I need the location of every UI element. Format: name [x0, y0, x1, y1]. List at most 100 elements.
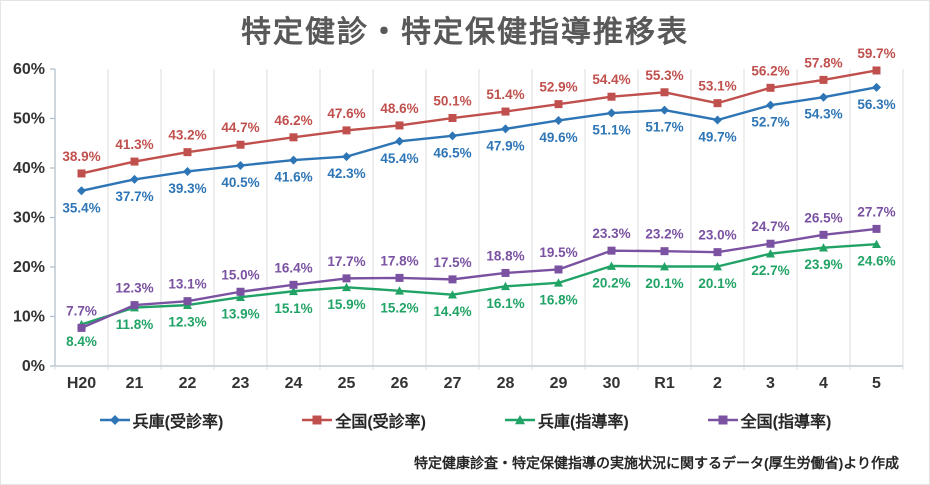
data-point-marker: [289, 286, 298, 296]
data-point-marker: [554, 115, 563, 125]
data-point-label: 46.2%: [274, 113, 312, 128]
data-point-marker: [448, 114, 457, 123]
data-point-marker: [766, 83, 775, 92]
y-axis-label: 40%: [13, 160, 45, 177]
data-point-marker: [448, 131, 457, 141]
data-point-label: 45.4%: [380, 151, 418, 166]
data-point-marker: [872, 82, 881, 92]
data-point-label: 59.7%: [857, 46, 895, 61]
data-point-marker: [554, 278, 563, 287]
data-point-label: 27.7%: [857, 204, 895, 219]
data-point-label: 50.1%: [433, 94, 471, 109]
data-point-label: 17.8%: [380, 253, 418, 268]
data-point-marker: [130, 157, 139, 166]
data-point-label: 23.3%: [592, 226, 630, 241]
data-point-label: 12.3%: [115, 281, 153, 296]
data-point-label: 13.9%: [221, 307, 259, 322]
data-point-label: 15.0%: [221, 267, 259, 282]
x-axis-label: 29: [550, 375, 568, 392]
data-point-marker: [236, 292, 245, 302]
data-point-marker: [77, 323, 86, 332]
data-point-label: 51.7%: [645, 120, 683, 135]
data-point-label: 35.4%: [62, 200, 100, 215]
chart-legend: 兵庫(受診率) 全国(受診率) 兵庫(指導率) 全国(指導率): [1, 405, 929, 435]
data-point-marker: [660, 262, 669, 271]
data-point-marker: [130, 301, 139, 310]
data-point-label: 57.8%: [804, 55, 842, 70]
data-point-marker: [448, 275, 457, 284]
data-point-marker: [183, 166, 192, 176]
x-axis-label: 23: [232, 375, 250, 392]
y-axis-label: 30%: [13, 210, 45, 227]
x-axis-label: 24: [285, 375, 303, 392]
data-point-label: 54.3%: [804, 107, 842, 122]
data-point-marker: [312, 415, 322, 425]
data-point-label: 51.1%: [592, 123, 630, 138]
legend-line-diamond-icon: [99, 415, 130, 425]
data-point-label: 47.9%: [486, 138, 524, 153]
data-point-marker: [819, 92, 828, 102]
series-3: [77, 224, 881, 332]
data-point-marker: [501, 107, 510, 116]
data-point-label: 13.1%: [168, 277, 206, 292]
data-point-marker: [607, 108, 616, 118]
x-axis-label: H20: [67, 375, 96, 392]
data-point-label: 20.2%: [592, 276, 630, 291]
data-point-marker: [819, 230, 828, 239]
data-point-label: 46.5%: [433, 145, 471, 160]
data-point-marker: [713, 99, 722, 108]
data-point-label: 26.5%: [804, 210, 842, 225]
data-point-marker: [395, 121, 404, 130]
data-point-marker: [395, 286, 404, 295]
data-point-marker: [554, 265, 563, 274]
legend-label: 全国(指導率): [740, 414, 832, 431]
data-point-marker: [289, 155, 298, 165]
data-point-label: 19.5%: [539, 245, 577, 260]
data-point-label: 23.9%: [804, 257, 842, 272]
data-point-marker: [660, 88, 669, 97]
data-point-marker: [766, 100, 775, 110]
data-point-marker: [607, 261, 616, 270]
series-1: [77, 66, 881, 178]
legend-item-zenkoku-shido: 全国(指導率): [707, 408, 832, 432]
data-point-marker: [713, 115, 722, 125]
data-point-label: 17.5%: [433, 255, 471, 270]
data-point-label: 51.4%: [486, 87, 524, 102]
data-point-marker: [342, 282, 351, 292]
data-point-marker: [607, 246, 616, 255]
data-point-marker: [395, 273, 404, 282]
data-point-label: 16.1%: [486, 296, 524, 311]
data-point-marker: [448, 290, 457, 299]
legend-label: 兵庫(指導率): [538, 414, 629, 431]
y-axis-label: 0%: [22, 358, 45, 375]
data-point-label: 55.3%: [645, 68, 683, 83]
data-point-label: 47.6%: [327, 106, 365, 121]
x-axis-label: 21: [126, 375, 144, 392]
data-point-label: 8.4%: [66, 334, 97, 349]
data-point-marker: [395, 136, 404, 146]
data-point-label: 23.2%: [645, 227, 683, 242]
data-point-marker: [872, 224, 881, 233]
data-point-marker: [77, 186, 86, 196]
data-point-label: 23.0%: [698, 228, 736, 243]
data-point-marker: [766, 239, 775, 248]
x-axis-label: 2: [713, 375, 722, 392]
data-point-label: 11.8%: [116, 317, 154, 332]
data-point-marker: [713, 248, 722, 257]
legend-line-triangle-icon: [505, 415, 535, 425]
x-axis-label: 22: [179, 375, 197, 392]
y-axis-label: 60%: [13, 61, 45, 78]
data-point-marker: [77, 169, 86, 178]
x-axis-label: 3: [766, 375, 775, 392]
series-line: [81, 86, 877, 192]
data-point-marker: [554, 100, 563, 109]
data-point-label: 37.7%: [115, 189, 153, 204]
data-point-marker: [109, 415, 120, 425]
data-point-marker: [660, 105, 669, 115]
data-point-marker: [766, 249, 775, 258]
chart-title: 特定健診・特定保健指導推移表: [241, 16, 689, 49]
x-axis-label: 4: [819, 375, 828, 392]
x-axis-label: 28: [497, 375, 515, 392]
